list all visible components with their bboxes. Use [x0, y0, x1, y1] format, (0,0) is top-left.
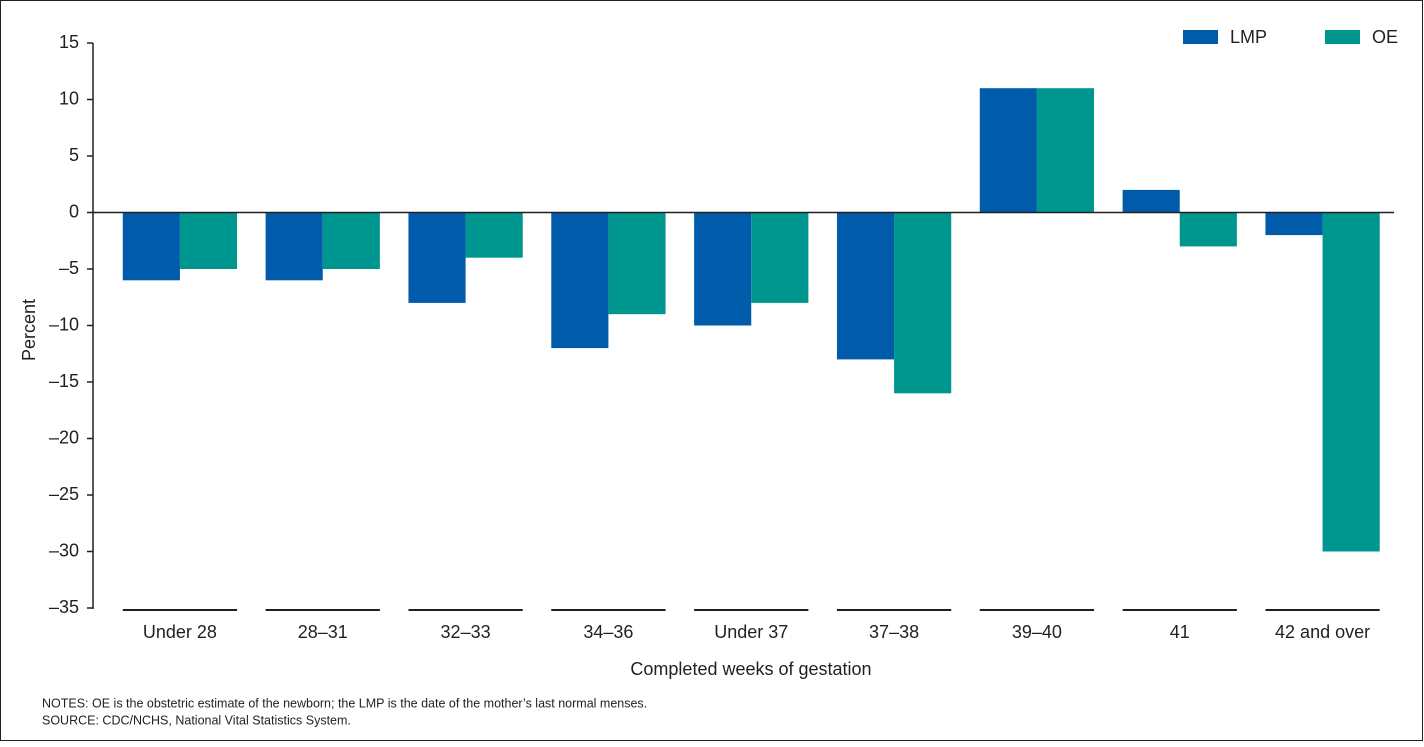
bar — [894, 212, 952, 394]
bar — [694, 212, 752, 326]
y-tick-label: –30 — [49, 540, 79, 560]
x-tick-label: 41 — [1170, 622, 1190, 642]
source: SOURCE: CDC/NCHS, National Vital Statist… — [42, 713, 351, 727]
notes: NOTES: OE is the obstetric estimate of t… — [42, 696, 647, 710]
bar — [122, 212, 180, 281]
bar — [408, 212, 466, 303]
bar — [179, 212, 238, 269]
bar — [836, 212, 895, 360]
y-tick-label: 15 — [59, 32, 79, 52]
x-tick-label: 28–31 — [298, 622, 348, 642]
x-tick-label: 34–36 — [583, 622, 633, 642]
bar — [265, 212, 323, 281]
y-tick-label: –35 — [49, 597, 79, 617]
x-tick-label: 32–33 — [441, 622, 491, 642]
legend-swatch — [1325, 30, 1360, 44]
bar — [551, 212, 609, 349]
x-axis-title: Completed weeks of gestation — [630, 659, 871, 679]
y-tick-label: –20 — [49, 427, 79, 447]
bar — [1036, 88, 1095, 213]
y-tick-label: 10 — [59, 88, 79, 108]
bar — [465, 212, 523, 258]
bar — [322, 212, 380, 269]
bar — [979, 88, 1037, 213]
y-axis-title: Percent — [19, 299, 39, 361]
y-tick-label: 0 — [69, 201, 79, 221]
bar — [1322, 212, 1380, 552]
legend-label: LMP — [1230, 27, 1267, 47]
x-tick-label: Under 28 — [143, 622, 217, 642]
bar — [751, 212, 809, 303]
y-tick-label: 5 — [69, 145, 79, 165]
bar — [1179, 212, 1237, 247]
y-tick-label: –10 — [49, 314, 79, 334]
legend-swatch — [1183, 30, 1218, 44]
y-tick-label: –5 — [59, 258, 79, 278]
x-tick-label: Under 37 — [714, 622, 788, 642]
x-tick-label: 42 and over — [1275, 622, 1370, 642]
x-tick-label: 39–40 — [1012, 622, 1062, 642]
bar — [608, 212, 666, 315]
bar — [1265, 212, 1323, 236]
bar — [1122, 189, 1180, 213]
y-tick-label: –15 — [49, 371, 79, 391]
y-tick-label: –25 — [49, 484, 79, 504]
x-tick-label: 37–38 — [869, 622, 919, 642]
legend-label: OE — [1372, 27, 1398, 47]
